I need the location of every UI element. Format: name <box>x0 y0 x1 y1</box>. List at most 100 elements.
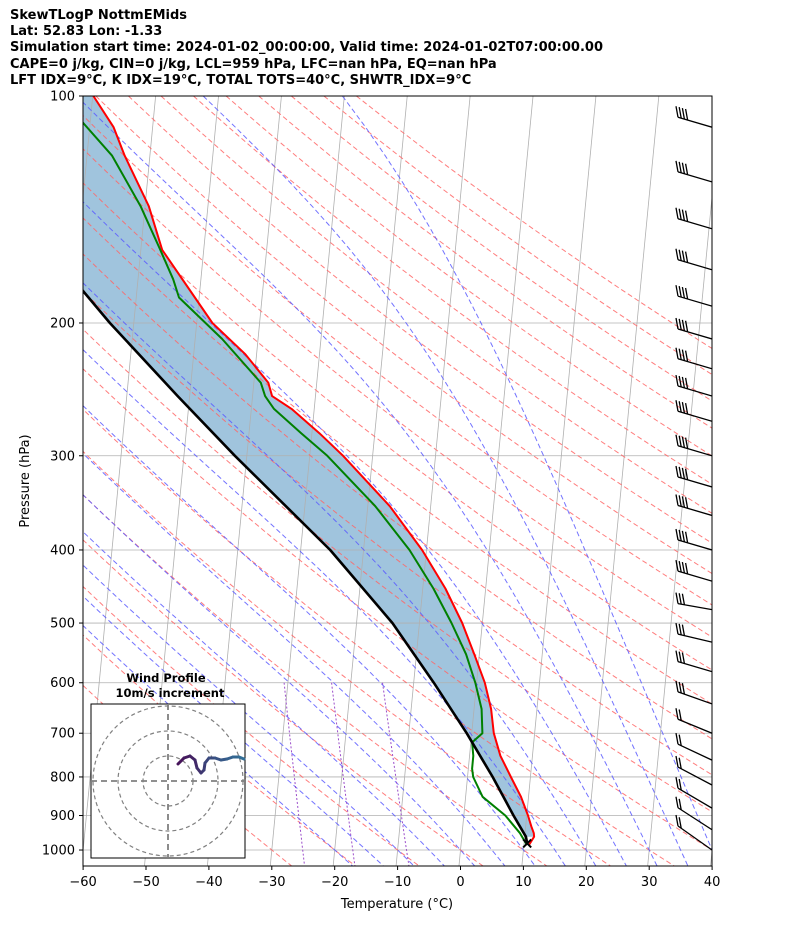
barb-flag <box>678 709 682 721</box>
wind-barb <box>675 592 712 611</box>
inset-title: Wind Profile <box>126 671 206 685</box>
dry-adiabat <box>83 368 712 851</box>
sounding-series <box>83 96 536 849</box>
barb-flag <box>681 561 686 574</box>
dry-adiabat <box>83 114 712 606</box>
barb-flag <box>678 401 682 413</box>
moist-adiabat <box>83 101 658 866</box>
dry-adiabat <box>83 148 712 638</box>
barb-flag <box>678 593 682 605</box>
wind-barb <box>675 623 712 643</box>
barb-flag <box>681 683 686 695</box>
moist-adiabat <box>83 494 476 866</box>
barb-flag <box>678 778 682 791</box>
barb-staff <box>677 171 712 183</box>
barb-staff <box>677 787 712 809</box>
barb-staff <box>677 633 712 643</box>
cape-shade-region <box>83 96 535 837</box>
dry-adiabat <box>83 182 712 671</box>
barb-flag <box>675 528 679 541</box>
barb-flag <box>678 798 682 810</box>
barb-flag <box>684 377 689 389</box>
stability-indices-line: LFT IDX=9°C, K IDX=19°C, TOTAL TOTS=40°C… <box>10 72 472 88</box>
barb-staff <box>677 116 712 128</box>
barb-staff <box>677 539 712 551</box>
mixing-ratio-line <box>283 682 306 866</box>
barb-flag <box>681 624 686 636</box>
barb-staff <box>677 718 712 734</box>
x-tick-label: −50 <box>132 875 159 890</box>
chart-header: SkewTLogP NottmEMids Lat: 52.83 Lon: -1.… <box>10 8 780 89</box>
barb-flag <box>684 562 689 575</box>
wind-barb <box>675 528 712 551</box>
x-tick-label: 10 <box>515 875 532 890</box>
barb-flag <box>681 402 686 414</box>
dry-adiabat <box>83 585 420 866</box>
barb-flag <box>675 465 679 478</box>
x-tick-label: 0 <box>456 875 464 890</box>
station-title: SkewTLogP NottmEMids <box>10 8 188 23</box>
y-tick-label: 700 <box>50 727 75 742</box>
dry-adiabat <box>83 539 484 866</box>
barb-flag <box>678 107 682 119</box>
mixing-ratio-line <box>382 682 410 866</box>
x-tick-label: −60 <box>69 875 96 890</box>
barb-flag <box>675 814 679 827</box>
x-tick-label: 20 <box>578 875 595 890</box>
wind-barb <box>675 434 712 457</box>
barb-flag <box>675 796 679 808</box>
hodo-trace <box>237 755 246 761</box>
barb-flag <box>678 561 682 573</box>
barb-flag <box>678 681 682 694</box>
wind-barb <box>675 777 712 809</box>
barb-flag <box>675 317 679 330</box>
y-tick-label: 800 <box>50 770 75 785</box>
barb-flag <box>675 106 679 118</box>
barb-flag <box>675 560 679 572</box>
isotherm-line <box>458 96 534 866</box>
wind-barb <box>675 680 712 705</box>
wind-barb <box>675 285 712 307</box>
barb-flag <box>675 400 679 412</box>
dry-adiabat <box>193 96 712 485</box>
barb-flag <box>678 757 682 769</box>
barb-staff <box>677 825 712 851</box>
barb-flag <box>678 348 682 360</box>
x-tick-label: −30 <box>258 875 285 890</box>
dewpoint-line <box>83 121 528 846</box>
barb-staff <box>677 358 712 370</box>
isotherm-line <box>521 96 597 866</box>
moist-adiabat <box>83 624 353 866</box>
time-line: Simulation start time: 2024-01-02_00:00:… <box>10 40 603 56</box>
barb-flag <box>678 623 682 635</box>
barb-flag <box>681 209 686 221</box>
barb-staff <box>677 410 712 422</box>
barb-flag <box>681 319 686 331</box>
dry-adiabat <box>83 328 712 813</box>
barb-flag <box>675 494 679 506</box>
barb-flag <box>675 592 679 604</box>
barb-staff <box>677 743 712 761</box>
wind-barb <box>675 796 712 831</box>
isotherm-line <box>710 846 712 866</box>
y-tick-label: 600 <box>50 676 75 691</box>
cape-cin-shading <box>83 96 535 837</box>
barb-flag <box>678 318 682 331</box>
barb-staff <box>677 603 712 611</box>
barb-flag <box>681 162 686 174</box>
barb-flag <box>678 651 682 663</box>
barb-staff <box>677 570 712 582</box>
barb-flag <box>675 733 679 745</box>
moist-adiabat <box>83 349 566 866</box>
barb-staff <box>677 691 712 705</box>
barb-staff <box>677 445 712 457</box>
moist-adiabat <box>83 201 627 866</box>
barb-flag <box>681 530 686 542</box>
mixing-ratio-line <box>331 682 356 866</box>
hodograph <box>91 704 246 858</box>
barb-flag <box>678 208 682 220</box>
barb-flag <box>675 755 679 768</box>
barb-staff <box>677 504 712 517</box>
barb-flag <box>678 466 682 479</box>
barb-flag <box>675 650 679 662</box>
